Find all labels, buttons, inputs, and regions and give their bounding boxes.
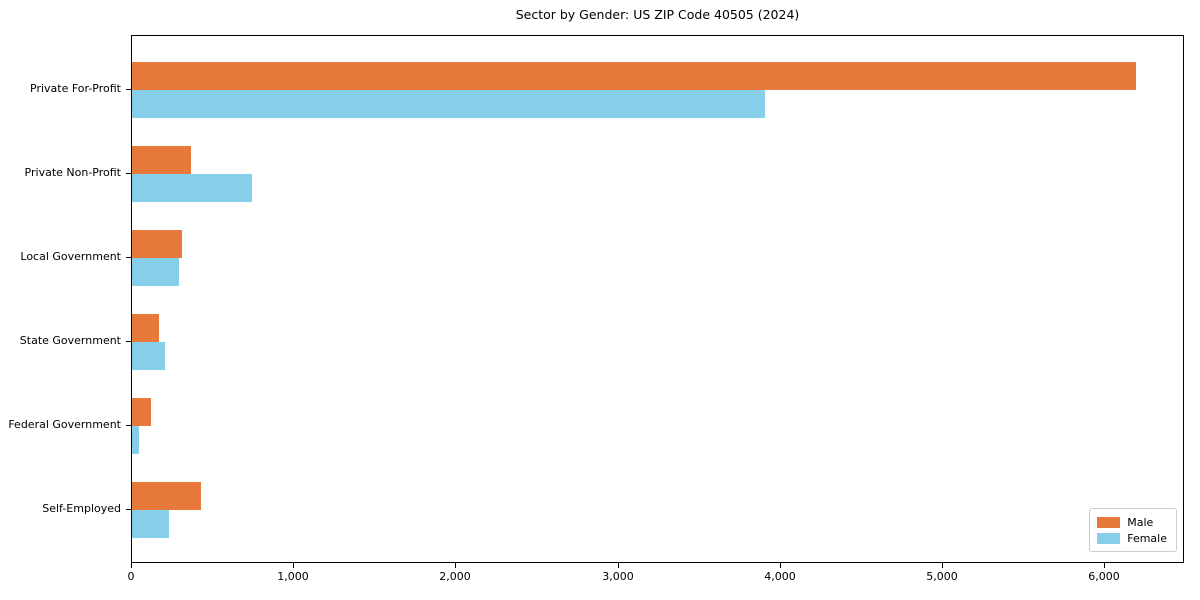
- legend-label-female: Female: [1127, 531, 1167, 545]
- xtick-label-2,000: 2,000: [439, 570, 471, 583]
- ytick-label-private-non-profit: Private Non-Profit: [24, 166, 121, 179]
- ytick-mark-private-non-profit: [126, 173, 131, 174]
- bar-female-local-government: [132, 258, 179, 286]
- ytick-label-federal-government: Federal Government: [8, 418, 121, 431]
- xtick-mark-1,000: [293, 563, 294, 568]
- legend-swatch-female-icon: [1097, 532, 1121, 544]
- xtick-label-4,000: 4,000: [764, 570, 796, 583]
- chart-title: Sector by Gender: US ZIP Code 40505 (202…: [515, 7, 800, 22]
- ytick-label-state-government: State Government: [19, 334, 121, 347]
- ytick-label-self-employed: Self-Employed: [42, 502, 121, 515]
- xtick-mark-0: [131, 563, 132, 568]
- xtick-label-6,000: 6,000: [1088, 570, 1120, 583]
- legend-swatch-male-icon: [1097, 516, 1121, 528]
- xtick-label-3,000: 3,000: [602, 570, 634, 583]
- legend-label-male: Male: [1127, 515, 1154, 529]
- bar-male-self-employed: [132, 482, 201, 510]
- bar-male-state-government: [132, 314, 159, 342]
- xtick-mark-4,000: [780, 563, 781, 568]
- bar-female-state-government: [132, 342, 165, 370]
- ytick-mark-private-for-profit: [126, 89, 131, 90]
- plot-area: Male Female: [131, 35, 1184, 563]
- xtick-mark-2,000: [455, 563, 456, 568]
- xtick-label-0: 0: [127, 570, 135, 583]
- bar-female-self-employed: [132, 510, 169, 538]
- bar-male-private-non-profit: [132, 146, 191, 174]
- xtick-label-1,000: 1,000: [277, 570, 309, 583]
- ytick-mark-self-employed: [126, 509, 131, 510]
- bar-female-private-for-profit: [132, 90, 765, 118]
- bar-male-private-for-profit: [132, 62, 1136, 90]
- xtick-mark-5,000: [942, 563, 943, 568]
- xtick-label-5,000: 5,000: [926, 570, 958, 583]
- bar-female-private-non-profit: [132, 174, 252, 202]
- legend-entry-male: Male: [1097, 514, 1167, 530]
- legend-entry-female: Female: [1097, 530, 1167, 546]
- xtick-mark-3,000: [618, 563, 619, 568]
- ytick-mark-federal-government: [126, 425, 131, 426]
- bar-male-federal-government: [132, 398, 151, 426]
- ytick-mark-state-government: [126, 341, 131, 342]
- legend: Male Female: [1089, 508, 1177, 552]
- ytick-mark-local-government: [126, 257, 131, 258]
- ytick-label-private-for-profit: Private For-Profit: [30, 82, 121, 95]
- xtick-mark-6,000: [1104, 563, 1105, 568]
- bar-male-local-government: [132, 230, 182, 258]
- ytick-label-local-government: Local Government: [20, 250, 121, 263]
- bar-female-federal-government: [132, 426, 139, 454]
